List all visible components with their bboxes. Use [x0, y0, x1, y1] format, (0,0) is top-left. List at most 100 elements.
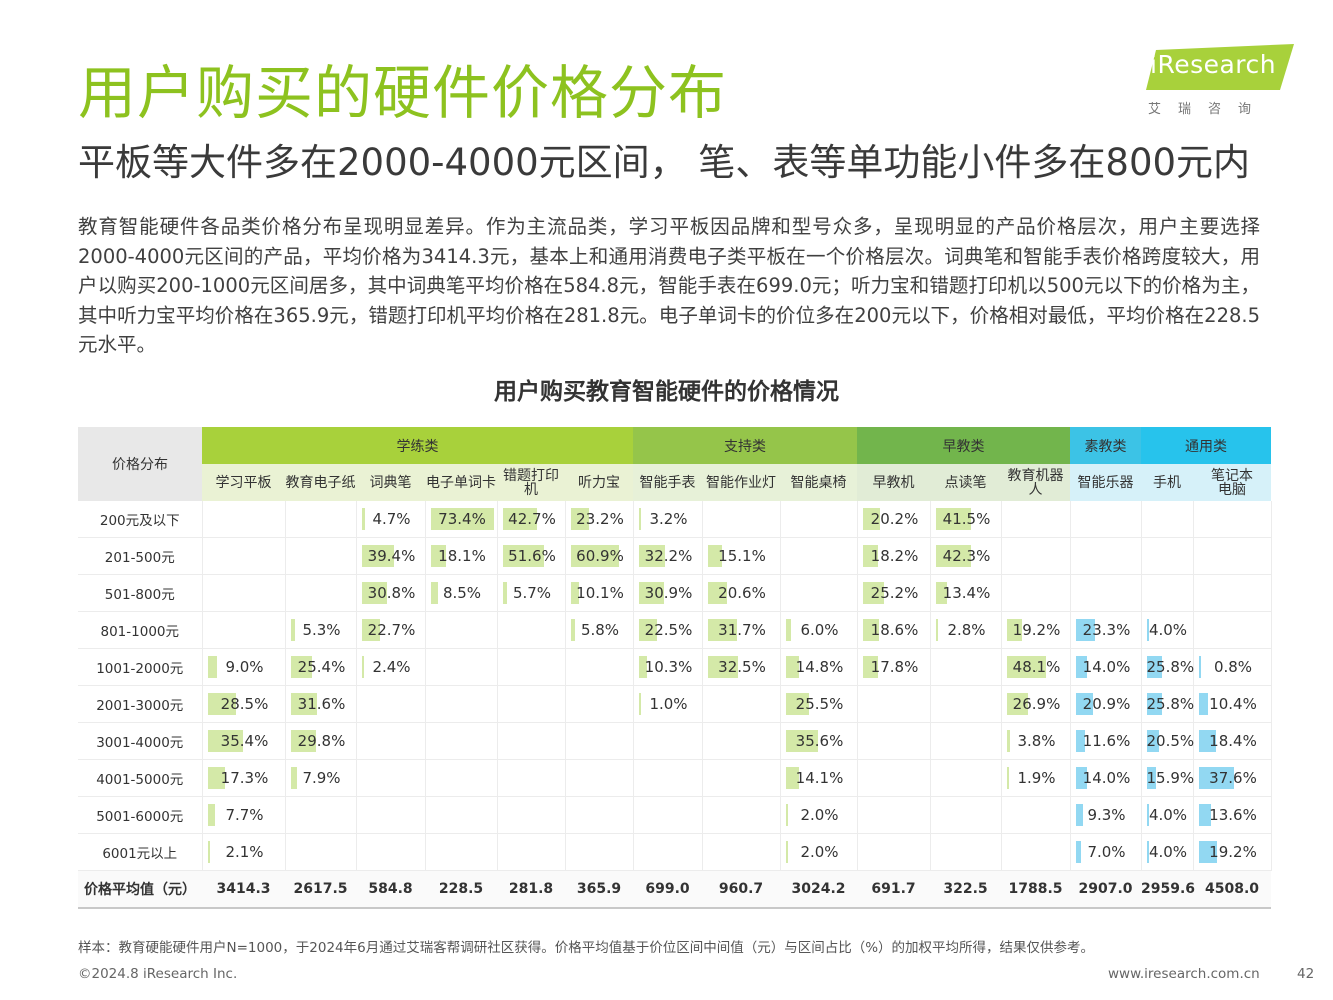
group-sujiao: 素教类 [1070, 427, 1141, 464]
value-label: 17.3% [220, 769, 269, 787]
table-cell [930, 685, 1002, 723]
column-header: 点读笔 [930, 464, 1001, 501]
table-cell: 32.2% [633, 537, 703, 575]
table-cell [425, 722, 498, 760]
value-label: 17.8% [870, 658, 919, 676]
value-label: 14.8% [795, 658, 844, 676]
table-cell [497, 796, 566, 834]
value-bar [361, 508, 366, 530]
column-header: 词典笔 [356, 464, 425, 501]
value-bar [1198, 730, 1216, 752]
value-label: 5.3% [302, 621, 341, 639]
value-bar [361, 545, 394, 567]
value-bar [1006, 767, 1009, 789]
value-bar [502, 508, 537, 530]
value-bar [785, 730, 819, 752]
table-cell [202, 537, 286, 575]
value-label: 2.1% [225, 843, 264, 861]
table-cell [565, 648, 634, 686]
value-bar [361, 619, 381, 641]
value-bar [862, 656, 879, 678]
table-cell: 28.5% [202, 685, 286, 723]
value-label: 11.6% [1082, 732, 1131, 750]
value-bar [1146, 841, 1149, 863]
column-header: 手机 [1141, 464, 1193, 501]
value-label: 42.7% [508, 510, 556, 528]
table-cell [202, 574, 286, 612]
value-bar [638, 545, 665, 567]
table-cell: 6.0% [780, 611, 858, 649]
value-label: 14.0% [1082, 769, 1131, 787]
value-label: 35.6% [795, 732, 844, 750]
value-label: 19.2% [1012, 621, 1061, 639]
value-bar [1198, 841, 1217, 863]
value-bar [1006, 656, 1046, 678]
table-cell: 30.8% [356, 574, 426, 612]
table-cell: 51.6% [497, 537, 566, 575]
price-distribution-table: 价格分布 学练类 支持类 早教类 素教类 通用类 学习平板 教育电子纸 词典笔 电子单… [78, 427, 1272, 909]
table-cell [1141, 537, 1194, 575]
table-cell [202, 501, 286, 538]
average-value: 691.7 [857, 870, 930, 909]
value-bar [862, 508, 881, 530]
value-bar [570, 545, 620, 567]
value-bar [785, 619, 792, 641]
table-row: 200元及以下 4.7% 73.4% 42.7% 23.2% 3.2% 20.2% 41.5% [78, 501, 1272, 538]
table-cell [702, 796, 781, 834]
table-cell [425, 796, 498, 834]
group-tongyong: 通用类 [1141, 427, 1271, 464]
table-cell: 42.3% [930, 537, 1002, 575]
sample-note: 样本：教育硬能硬件用户N=1000，于2024年6月通过艾瑞客帮调研社区获得。价… [78, 940, 1095, 956]
table-cell: 35.6% [780, 722, 858, 760]
value-label: 20.5% [1146, 732, 1195, 750]
value-bar [1146, 804, 1149, 826]
table-cell: 4.7% [356, 501, 426, 538]
value-bar [1146, 767, 1156, 789]
table-cell: 1.0% [633, 685, 703, 723]
column-header-row: 学习平板 教育电子纸 词典笔 电子单词卡 错题打印机 听力宝 智能手表 智能作业灯 智能桌椅 早教… [78, 464, 1271, 501]
value-bar [1075, 804, 1084, 826]
value-bar [1146, 693, 1162, 715]
value-bar [785, 804, 789, 826]
table-cell [1001, 501, 1071, 538]
value-label: 23.2% [576, 510, 624, 528]
value-bar [1075, 619, 1096, 641]
table-row: 201-500元 39.4% 18.1% 51.6% 60.9% 32.2% 15.1% 18… [78, 537, 1272, 575]
table-cell [780, 574, 858, 612]
table-cell [565, 685, 634, 723]
value-label: 18.1% [438, 547, 486, 565]
value-bar [1075, 656, 1088, 678]
value-label: 31.7% [718, 621, 766, 639]
logo-cn-text: 艾瑞咨询 [1148, 102, 1269, 117]
table-cell [930, 722, 1002, 760]
table-cell: 17.8% [857, 648, 931, 686]
value-bar [935, 582, 947, 604]
row-label: 200元及以下 [78, 501, 203, 538]
value-label: 30.8% [367, 584, 416, 602]
table-cell [565, 833, 634, 871]
value-bar [785, 841, 789, 863]
table-cell: 13.4% [930, 574, 1002, 612]
average-label: 价格平均值（元） [78, 870, 202, 909]
table-cell: 42.7% [497, 501, 566, 538]
value-bar [290, 730, 316, 752]
table-cell: 20.9% [1070, 685, 1142, 723]
value-label: 9.0% [225, 658, 264, 676]
table-cell: 5.3% [285, 611, 357, 649]
value-bar [430, 545, 447, 567]
table-cell [497, 611, 566, 649]
table-cell [1070, 501, 1142, 538]
table-cell: 7.9% [285, 759, 357, 797]
value-label: 51.6% [508, 547, 556, 565]
row-label: 6001元以上 [78, 833, 203, 871]
value-bar [785, 693, 810, 715]
table-cell [857, 833, 931, 871]
average-value: 228.5 [425, 870, 497, 909]
value-label: 28.5% [220, 695, 269, 713]
row-label: 1001-2000元 [78, 648, 203, 686]
value-label: 8.5% [442, 584, 482, 602]
value-label: 23.3% [1082, 621, 1131, 639]
value-label: 4.7% [372, 510, 411, 528]
value-bar [707, 619, 738, 641]
table-cell: 0.8% [1193, 648, 1272, 686]
